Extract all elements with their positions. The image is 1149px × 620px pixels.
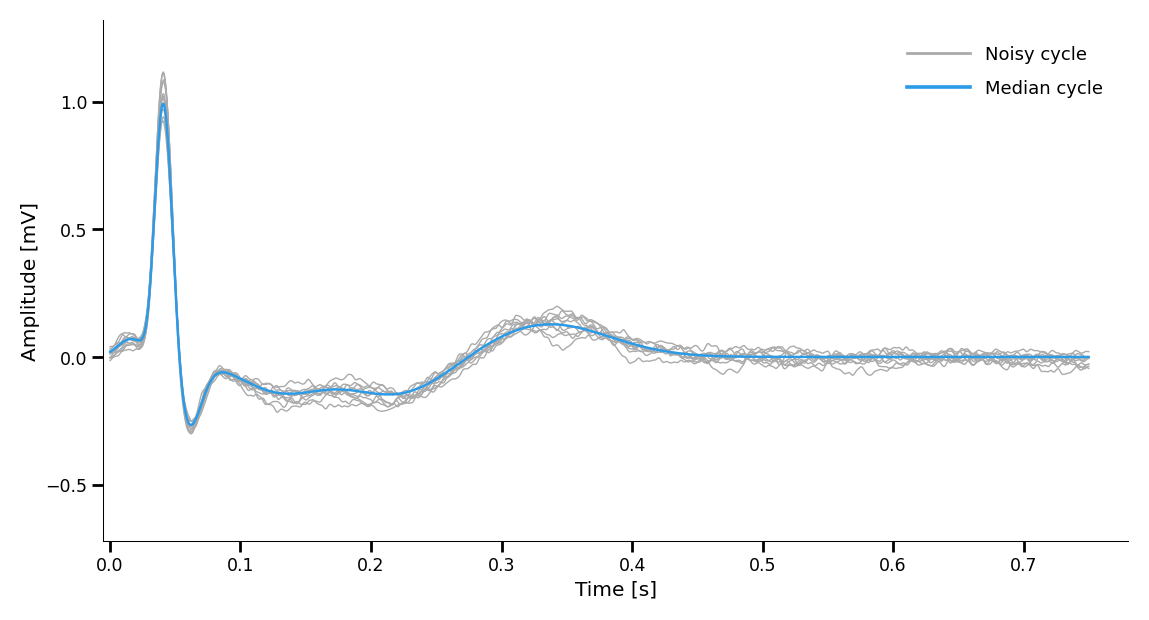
X-axis label: Time [s]: Time [s] [574,580,657,599]
Y-axis label: Amplitude [mV]: Amplitude [mV] [21,202,40,360]
Legend: Noisy cycle, Median cycle: Noisy cycle, Median cycle [900,39,1110,105]
